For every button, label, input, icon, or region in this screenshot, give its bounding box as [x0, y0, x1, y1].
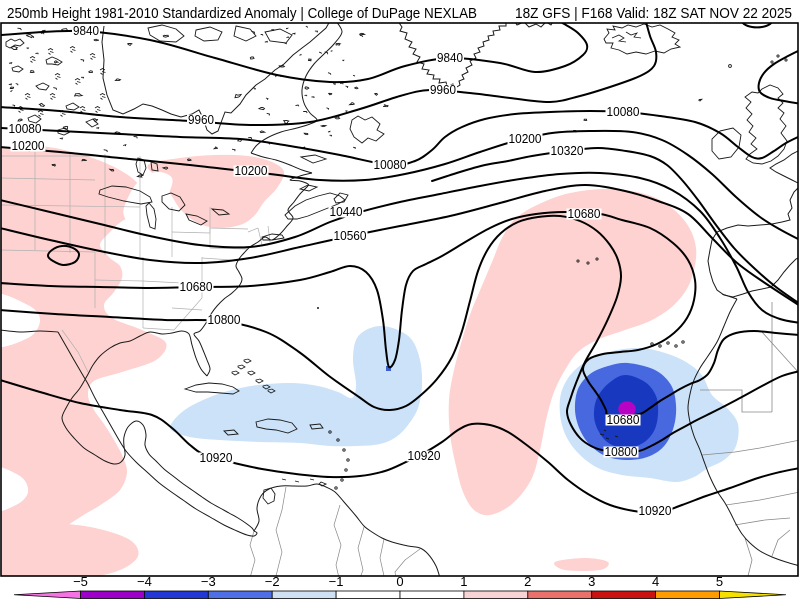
svg-text:10320: 10320: [551, 143, 584, 158]
svg-text:10560: 10560: [334, 228, 367, 243]
svg-text:10200: 10200: [12, 138, 45, 153]
svg-text:9960: 9960: [188, 112, 214, 127]
svg-text:4: 4: [652, 574, 659, 589]
svg-text:10680: 10680: [180, 279, 213, 294]
svg-text:9840: 9840: [437, 50, 463, 65]
svg-text:−2: −2: [265, 574, 280, 589]
svg-text:10680: 10680: [568, 206, 601, 221]
svg-text:3: 3: [588, 574, 595, 589]
svg-text:10800: 10800: [605, 444, 638, 459]
svg-text:−1: −1: [329, 574, 344, 589]
svg-text:0: 0: [396, 574, 403, 589]
svg-text:10080: 10080: [9, 121, 42, 136]
svg-text:1: 1: [460, 574, 467, 589]
svg-text:−5: −5: [73, 574, 88, 589]
svg-text:5: 5: [716, 574, 723, 589]
svg-text:10200: 10200: [509, 131, 542, 146]
svg-text:10920: 10920: [200, 450, 233, 465]
svg-text:10080: 10080: [607, 104, 640, 119]
svg-text:10080: 10080: [374, 157, 407, 172]
svg-text:10920: 10920: [639, 503, 672, 518]
svg-text:2: 2: [524, 574, 531, 589]
svg-text:10440: 10440: [330, 204, 363, 219]
svg-text:18Z GFS | F168 Valid: 18Z SAT: 18Z GFS | F168 Valid: 18Z SAT NOV 22 202…: [515, 5, 792, 22]
svg-text:10680: 10680: [607, 412, 640, 427]
svg-text:10800: 10800: [208, 312, 241, 327]
svg-text:250mb Height 1981-2010 Standar: 250mb Height 1981-2010 Standardized Anom…: [7, 5, 477, 22]
svg-text:10920: 10920: [408, 448, 441, 463]
svg-text:−4: −4: [137, 574, 152, 589]
svg-text:9960: 9960: [430, 82, 456, 97]
svg-text:−3: −3: [201, 574, 216, 589]
svg-text:10200: 10200: [235, 163, 268, 178]
svg-text:9840: 9840: [73, 23, 99, 38]
